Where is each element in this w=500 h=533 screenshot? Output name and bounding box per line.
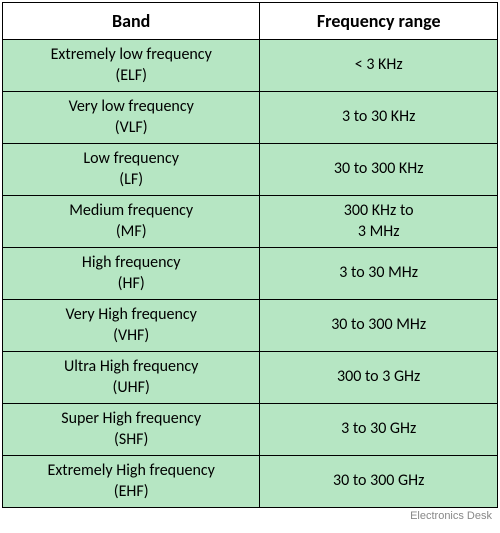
band-abbr: (SHF) [7,430,255,451]
column-header-range: Frequency range [260,3,498,40]
range-cell: 300 KHz to3 MHz [260,196,498,248]
band-cell: Very High frequency(VHF) [3,300,260,352]
column-header-band: Band [3,3,260,40]
range-text: 3 to 30 KHz [264,107,493,128]
footer-credit: Electronics Desk [2,508,498,522]
range-text: 3 to 30 GHz [264,419,493,440]
band-cell: Low frequency(LF) [3,144,260,196]
range-cell: < 3 KHz [260,40,498,92]
band-cell: Medium frequency(MF) [3,196,260,248]
table-row: Ultra High frequency(UHF)300 to 3 GHz [3,352,498,404]
table-row: Very High frequency(VHF)30 to 300 MHz [3,300,498,352]
range-cell: 300 to 3 GHz [260,352,498,404]
range-cell: 3 to 30 MHz [260,248,498,300]
band-name: Medium frequency [7,201,255,222]
band-abbr: (UHF) [7,378,255,399]
range-cell: 30 to 300 KHz [260,144,498,196]
range-text: 300 to 3 GHz [264,367,493,388]
table-row: Extremely High frequency(EHF)30 to 300 G… [3,456,498,508]
range-text: 3 MHz [264,222,493,243]
band-cell: Very low frequency(VLF) [3,92,260,144]
range-cell: 30 to 300 GHz [260,456,498,508]
band-cell: Extremely low frequency(ELF) [3,40,260,92]
table-row: Low frequency(LF)30 to 300 KHz [3,144,498,196]
band-name: High frequency [7,253,255,274]
range-text: < 3 KHz [264,55,493,76]
frequency-band-table: Band Frequency range Extremely low frequ… [2,2,498,508]
band-name: Extremely High frequency [7,461,255,482]
band-name: Super High frequency [7,409,255,430]
range-cell: 30 to 300 MHz [260,300,498,352]
band-name: Ultra High frequency [7,357,255,378]
range-cell: 3 to 30 KHz [260,92,498,144]
band-name: Very High frequency [7,305,255,326]
table-row: Super High frequency(SHF)3 to 30 GHz [3,404,498,456]
band-abbr: (HF) [7,274,255,295]
band-abbr: (LF) [7,170,255,191]
range-text: 30 to 300 KHz [264,159,493,180]
band-abbr: (EHF) [7,482,255,503]
band-abbr: (MF) [7,222,255,243]
table-row: Medium frequency(MF)300 KHz to3 MHz [3,196,498,248]
table-header-row: Band Frequency range [3,3,498,40]
range-text: 300 KHz to [264,201,493,222]
band-abbr: (VLF) [7,118,255,139]
band-cell: Super High frequency(SHF) [3,404,260,456]
table-row: Extremely low frequency(ELF)< 3 KHz [3,40,498,92]
band-name: Low frequency [7,149,255,170]
band-abbr: (VHF) [7,326,255,347]
range-text: 30 to 300 GHz [264,471,493,492]
band-cell: Ultra High frequency(UHF) [3,352,260,404]
range-text: 3 to 30 MHz [264,263,493,284]
band-name: Very low frequency [7,97,255,118]
range-text: 30 to 300 MHz [264,315,493,336]
band-cell: High frequency(HF) [3,248,260,300]
table-body: Extremely low frequency(ELF)< 3 KHzVery … [3,40,498,508]
band-abbr: (ELF) [7,66,255,87]
band-cell: Extremely High frequency(EHF) [3,456,260,508]
table-row: High frequency(HF)3 to 30 MHz [3,248,498,300]
range-cell: 3 to 30 GHz [260,404,498,456]
band-name: Extremely low frequency [7,45,255,66]
table-row: Very low frequency(VLF)3 to 30 KHz [3,92,498,144]
